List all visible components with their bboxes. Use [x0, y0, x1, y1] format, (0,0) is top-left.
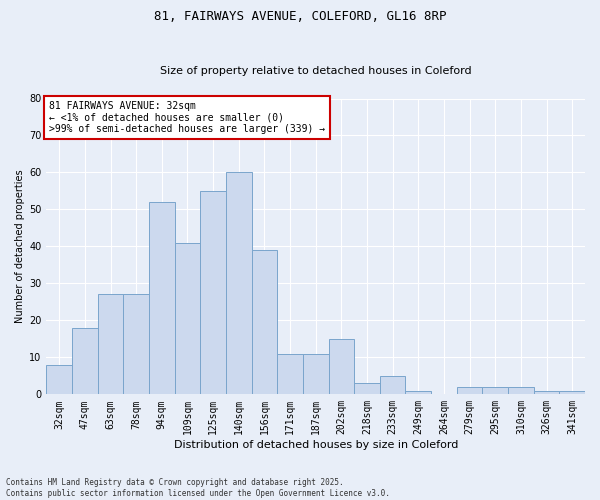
Bar [457, 387, 482, 394]
Bar [534, 390, 559, 394]
Title: Size of property relative to detached houses in Coleford: Size of property relative to detached ho… [160, 66, 472, 76]
Text: 81, FAIRWAYS AVENUE, COLEFORD, GL16 8RP: 81, FAIRWAYS AVENUE, COLEFORD, GL16 8RP [154, 10, 446, 23]
Bar [226, 172, 251, 394]
Bar [277, 354, 303, 395]
Bar [303, 354, 329, 395]
Bar [200, 191, 226, 394]
Text: 81 FAIRWAYS AVENUE: 32sqm
← <1% of detached houses are smaller (0)
>99% of semi-: 81 FAIRWAYS AVENUE: 32sqm ← <1% of detac… [49, 102, 325, 134]
Bar [98, 294, 124, 394]
Bar [482, 387, 508, 394]
Bar [251, 250, 277, 394]
Bar [406, 390, 431, 394]
Bar [559, 390, 585, 394]
Text: Contains HM Land Registry data © Crown copyright and database right 2025.
Contai: Contains HM Land Registry data © Crown c… [6, 478, 390, 498]
Bar [124, 294, 149, 394]
Bar [354, 383, 380, 394]
Y-axis label: Number of detached properties: Number of detached properties [15, 170, 25, 323]
X-axis label: Distribution of detached houses by size in Coleford: Distribution of detached houses by size … [173, 440, 458, 450]
Bar [380, 376, 406, 394]
Bar [329, 339, 354, 394]
Bar [72, 328, 98, 394]
Bar [149, 202, 175, 394]
Bar [46, 364, 72, 394]
Bar [175, 242, 200, 394]
Bar [508, 387, 534, 394]
